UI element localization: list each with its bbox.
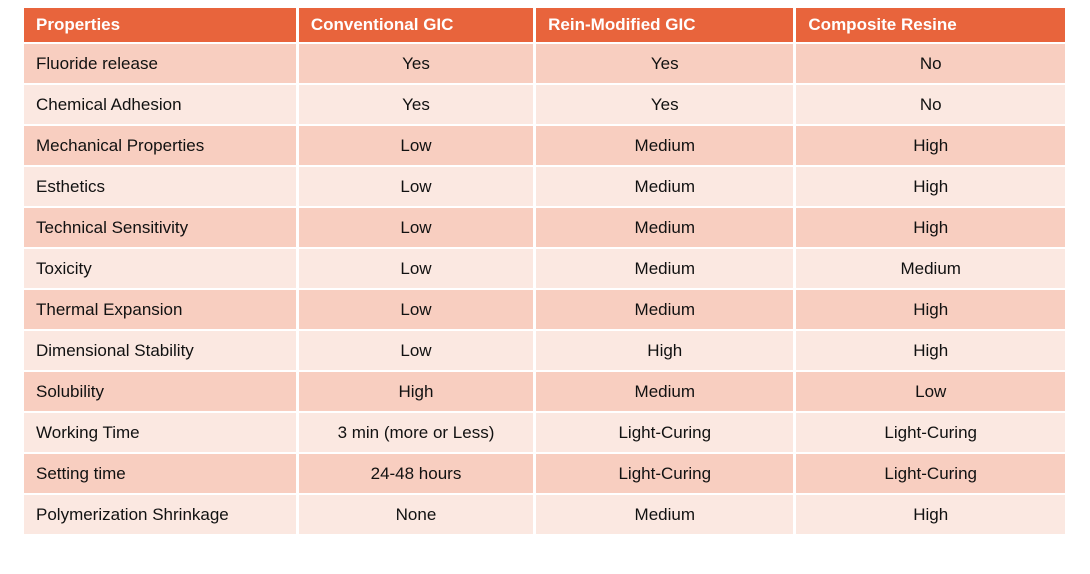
table-row-fluoride-release: Fluoride release Yes Yes No (24, 44, 1065, 85)
table-row-thermal-expansion: Thermal Expansion Low Medium High (24, 290, 1065, 331)
value-cell: Low (298, 208, 537, 249)
table-row-technical-sensitivity: Technical Sensitivity Low Medium High (24, 208, 1065, 249)
value-cell: Yes (298, 85, 537, 126)
table-header: Properties Conventional GIC Rein-Modified … (24, 8, 1065, 44)
property-cell: Esthetics (24, 167, 299, 208)
value-cell: Medium (536, 495, 797, 536)
value-cell: Yes (298, 44, 537, 85)
property-cell: Setting time (24, 454, 299, 495)
value-cell: Yes (536, 85, 797, 126)
property-cell: Polymerization Shrinkage (24, 495, 299, 536)
value-cell: Medium (536, 372, 797, 413)
value-cell: Low (298, 167, 537, 208)
value-cell: Light-Curing (536, 454, 797, 495)
value-cell: High (796, 495, 1065, 536)
value-cell: 24-48 hours (298, 454, 537, 495)
value-cell: 3 min (more or Less) (298, 413, 537, 454)
value-cell: Medium (536, 208, 797, 249)
value-cell: High (298, 372, 537, 413)
property-cell: Mechanical Properties (24, 126, 299, 167)
value-cell: No (796, 85, 1065, 126)
value-cell: High (536, 331, 797, 372)
property-cell: Solubility (24, 372, 299, 413)
comparison-table-container: Properties Conventional GIC Rein-Modified … (24, 8, 1065, 536)
value-cell: Low (796, 372, 1065, 413)
column-header-conventional-gic: Conventional GIC (298, 8, 537, 44)
value-cell: High (796, 167, 1065, 208)
table-body: Fluoride release Yes Yes No Chemical Adhesio… (24, 44, 1065, 536)
property-cell: Dimensional Stability (24, 331, 299, 372)
value-cell: Low (298, 249, 537, 290)
table-row-polymerization-shrinkage: Polymerization Shrinkage None Medium High (24, 495, 1065, 536)
value-cell: Low (298, 290, 537, 331)
value-cell: Light-Curing (536, 413, 797, 454)
gic-comparison-table: Properties Conventional GIC Rein-Modified … (24, 8, 1065, 536)
property-cell: Technical Sensitivity (24, 208, 299, 249)
property-cell: Toxicity (24, 249, 299, 290)
value-cell: High (796, 331, 1065, 372)
column-header-properties: Properties (24, 8, 299, 44)
value-cell: High (796, 126, 1065, 167)
property-cell: Working Time (24, 413, 299, 454)
value-cell: Light-Curing (796, 454, 1065, 495)
table-row-toxicity: Toxicity Low Medium Medium (24, 249, 1065, 290)
value-cell: No (796, 44, 1065, 85)
column-header-rein-modified-gic: Rein-Modified GIC (536, 8, 797, 44)
value-cell: High (796, 290, 1065, 331)
property-cell: Thermal Expansion (24, 290, 299, 331)
value-cell: Yes (536, 44, 797, 85)
value-cell: Low (298, 331, 537, 372)
value-cell: Medium (536, 290, 797, 331)
table-row-mechanical-properties: Mechanical Properties Low Medium High (24, 126, 1065, 167)
table-row-working-time: Working Time 3 min (more or Less) Light-Cu… (24, 413, 1065, 454)
value-cell: Light-Curing (796, 413, 1065, 454)
value-cell: None (298, 495, 537, 536)
column-header-composite-resine: Composite Resine (796, 8, 1065, 44)
value-cell: Low (298, 126, 537, 167)
property-cell: Fluoride release (24, 44, 299, 85)
value-cell: Medium (536, 249, 797, 290)
value-cell: Medium (536, 126, 797, 167)
table-row-chemical-adhesion: Chemical Adhesion Yes Yes No (24, 85, 1065, 126)
value-cell: Medium (796, 249, 1065, 290)
header-row: Properties Conventional GIC Rein-Modified … (24, 8, 1065, 44)
table-row-dimensional-stability: Dimensional Stability Low High High (24, 331, 1065, 372)
property-cell: Chemical Adhesion (24, 85, 299, 126)
value-cell: High (796, 208, 1065, 249)
value-cell: Medium (536, 167, 797, 208)
table-row-setting-time: Setting time 24-48 hours Light-Curing Light… (24, 454, 1065, 495)
table-row-solubility: Solubility High Medium Low (24, 372, 1065, 413)
table-row-esthetics: Esthetics Low Medium High (24, 167, 1065, 208)
